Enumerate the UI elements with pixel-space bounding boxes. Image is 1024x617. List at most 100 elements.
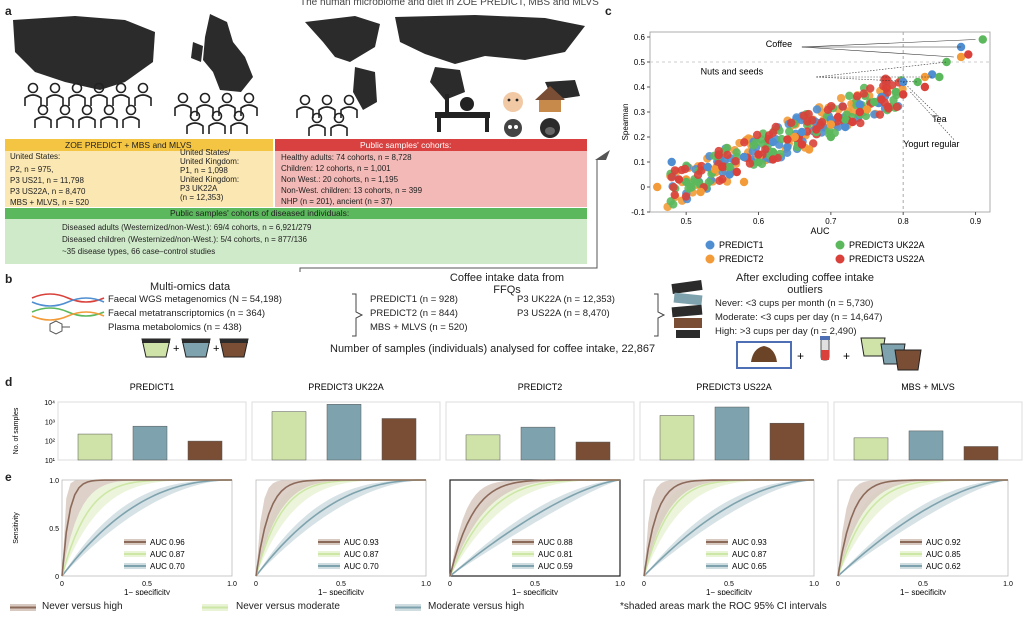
y-tick-label: 0.5 <box>634 58 646 67</box>
y-tick-label: 0.5 <box>49 526 59 533</box>
scatter-point <box>852 92 862 101</box>
roc-charts-e: Sensitivity 0 0.5 1.0 0 0.5 1.0 1− specificity A… <box>13 478 1013 595</box>
roc-ci-band <box>450 480 620 576</box>
ffq-title-line2: FFQs <box>493 284 521 296</box>
auc-label: AUC 0.65 <box>732 562 767 571</box>
coffee-cup-stack-icon <box>671 279 703 338</box>
scatter-point <box>809 139 818 148</box>
auc-label: AUC 0.87 <box>150 550 185 559</box>
zoe-cohorts-col2: United States/ United Kingdom: P1, n = 1… <box>180 148 239 202</box>
bar <box>853 437 889 461</box>
annotation-leader <box>801 46 954 58</box>
y-tick-label: -0.1 <box>631 208 645 217</box>
scatter-point <box>927 70 937 79</box>
scatter-point <box>768 137 778 147</box>
roc-curve <box>449 479 620 577</box>
after-list: Never: <3 cups per month (n = 5,730) Mod… <box>715 297 882 339</box>
figure-title: The human microbiome and diet in ZOE PRE… <box>300 0 599 8</box>
zoe-line: United Kingdom: <box>180 175 240 184</box>
scatter-point <box>696 187 705 197</box>
roc-curve <box>255 479 427 577</box>
x-tick-label: 1.0 <box>421 581 431 588</box>
scatter-point <box>787 118 796 127</box>
scatter-point <box>797 127 807 137</box>
roc-ci-band <box>256 480 426 576</box>
scatter-point <box>670 166 680 175</box>
scatter-point <box>836 93 846 103</box>
diseased-line: ~35 disease types, 66 case–control studi… <box>62 247 216 256</box>
legend-marker <box>835 254 845 264</box>
x-axis-label: 1− specificity <box>318 588 364 595</box>
x-tick-label: 0 <box>60 581 64 588</box>
public-line: Healthy adults: 74 cohorts, n = 8,728 <box>281 153 412 162</box>
y-tick-label: 0.3 <box>634 108 646 117</box>
auc-label: AUC 0.96 <box>150 538 185 547</box>
auc-label: AUC 0.70 <box>344 562 379 571</box>
hut-icon <box>535 86 565 112</box>
scatter-point <box>855 107 864 117</box>
x-axis-label: AUC <box>810 226 830 236</box>
roc-ci-band <box>256 480 426 576</box>
cups-row-illustration: + + <box>141 338 249 358</box>
roc-ci-band <box>644 480 814 576</box>
zoe-line: P2, n = 975, <box>10 165 54 174</box>
svg-text:+: + <box>213 343 219 355</box>
coffee-stack-illustration <box>671 279 703 338</box>
legend-label: PREDICT3 UK22A <box>849 240 925 250</box>
ffq-line: MBS + MLVS (n = 520) <box>370 322 468 333</box>
zoe-line: United States: <box>10 152 61 161</box>
roc-curve <box>61 479 233 577</box>
x-tick-label: 0 <box>254 581 258 588</box>
scatter-point <box>783 135 792 144</box>
scatter-chart-c: 0.5 0.6 0.7 0.8 0.9 -0.1 0 0.1 0.2 0.3 0.4 0.5 0.6 AU… <box>621 31 991 264</box>
bar <box>77 433 113 461</box>
diseased-box <box>5 219 587 264</box>
roc-curve <box>61 479 232 577</box>
scatter-point <box>956 52 966 62</box>
bar <box>520 426 556 461</box>
zoe-line: P1, n = 1,098 <box>180 166 228 175</box>
x-axis-label: 1− specificity <box>512 588 558 595</box>
roc-curve <box>643 479 814 577</box>
zoe-line: P3 UK22A <box>180 184 218 193</box>
public-line: Children: 12 cohorts, n = 1,001 <box>281 164 391 173</box>
scatter-point <box>667 173 676 182</box>
scatter-point <box>718 162 727 172</box>
x-tick-label: 0.5 <box>724 581 734 588</box>
coffee-cup-icon: + + <box>141 338 249 358</box>
scatter-point <box>715 176 724 185</box>
bar <box>271 411 307 461</box>
annotation-nuts: Nuts and seeds <box>701 67 764 77</box>
roc-curve <box>255 479 426 577</box>
bar <box>132 425 168 461</box>
dna-illustration <box>31 293 105 335</box>
annotation-yogurt: Yogurt regular <box>903 139 959 149</box>
x-tick-label: 1.0 <box>1003 581 1013 588</box>
x-tick-label: 1.0 <box>227 581 237 588</box>
ffq-col1: PREDICT1 (n = 928) PREDICT2 (n = 844) MB… <box>370 293 468 335</box>
y-tick-label: 10⁴ <box>44 400 55 407</box>
panel-label-e: e <box>5 470 12 484</box>
roc-ci-band <box>838 480 1008 576</box>
multiomics-title: Multi-omics data <box>150 281 231 293</box>
scatter-point <box>848 117 857 127</box>
scatter-point <box>764 131 774 140</box>
cup-group-icon <box>860 337 922 371</box>
annotation-leader <box>902 81 940 118</box>
svg-text:+: + <box>173 343 179 355</box>
scatter-point <box>892 102 902 112</box>
scatter-point <box>913 77 922 87</box>
scatter-point <box>841 122 850 132</box>
y-tick-label: 10¹ <box>45 458 56 465</box>
y-axis-label: Sensitivity <box>13 512 20 544</box>
scatter-point <box>739 152 749 162</box>
scatter-point <box>785 127 794 136</box>
y-tick-label: 0 <box>55 574 59 581</box>
after-title: After excluding coffee intake outliers <box>715 272 895 296</box>
scatter-point <box>935 72 944 82</box>
panel-label-c: c <box>605 4 612 18</box>
bar-charts-d: 10⁴ 10³ 10² 10¹ No. of samples PREDICT1 PREDIC… <box>13 382 1023 465</box>
bar <box>659 415 695 461</box>
annotation-leader <box>816 61 947 78</box>
